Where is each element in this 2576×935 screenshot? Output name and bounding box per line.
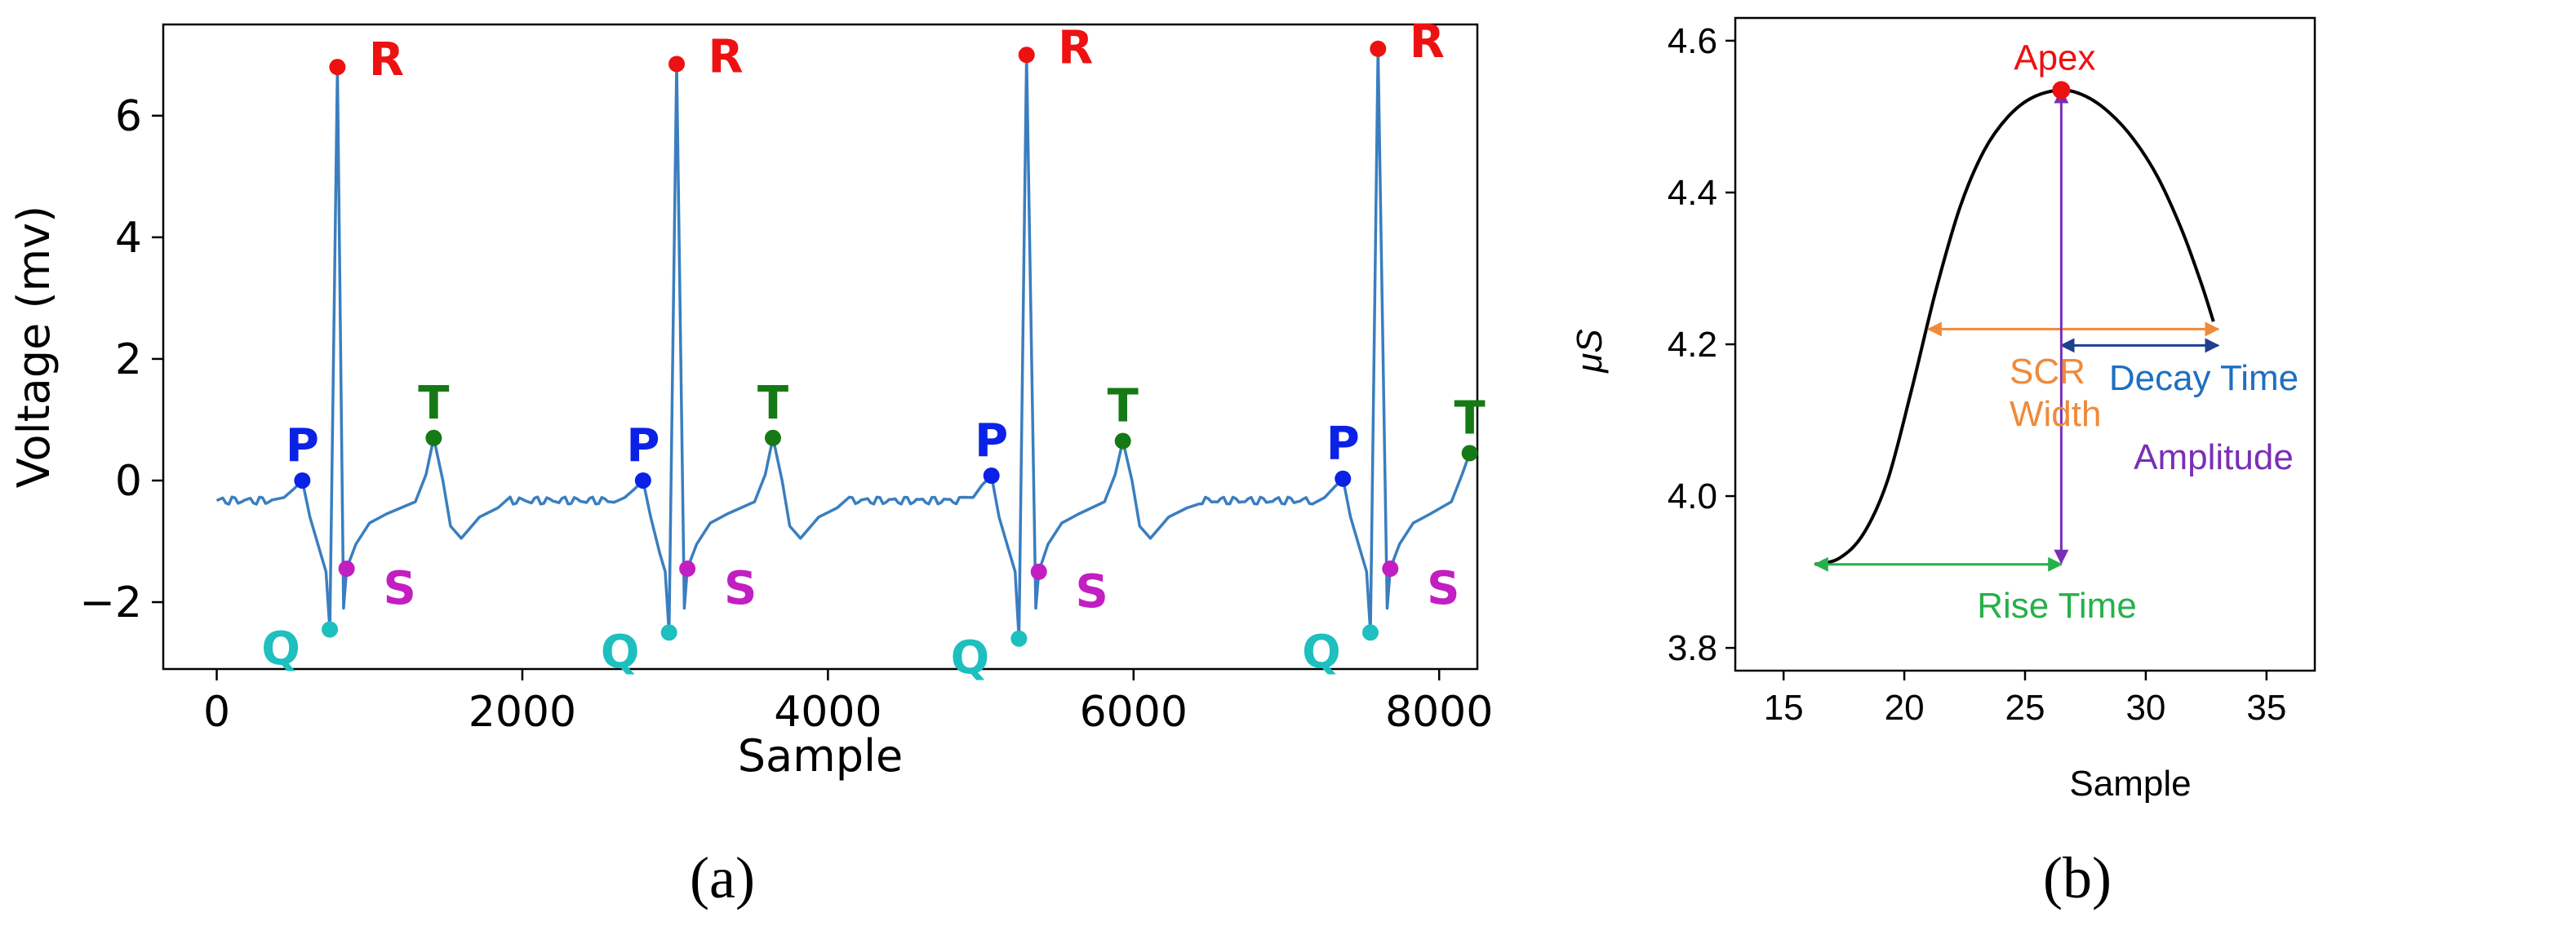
y-tick-label: 4 [115, 214, 142, 263]
x-tick-label: 25 [2005, 688, 2045, 728]
wave-point-p [983, 468, 1000, 484]
y-tick-label: 4.6 [1668, 21, 1717, 61]
ecg-plot-frame [162, 23, 1479, 671]
scr-y-ticks: 3.8 4.0 4.2 4.4 4.6 [1668, 21, 1735, 668]
x-tick-label: 8000 [1385, 688, 1493, 737]
wave-label-s: S [383, 562, 415, 615]
ecg-chart: 0 2000 4000 6000 8000 −2 0 2 4 6 P Q R S T P Q R S T P Q R S T… [8, 16, 1493, 911]
rise-time-label: Rise Time [1977, 586, 2137, 626]
wave-label-r: R [1058, 21, 1093, 74]
wave-label-t: T [1108, 380, 1139, 433]
wave-point-t [1114, 432, 1131, 450]
panel-b-label: (b) [2043, 845, 2112, 911]
ecg-wave-markers: P Q R S T P Q R S T P Q R S T P Q R S T [261, 16, 1485, 685]
x-tick-label: 30 [2125, 688, 2165, 728]
wave-point-s [1382, 561, 1399, 578]
wave-label-p: P [286, 419, 319, 472]
scr-width-label: Width [2010, 394, 2101, 434]
ecg-y-axis-label: Voltage (mv) [8, 206, 60, 488]
wave-point-q [1010, 630, 1028, 647]
wave-point-p [294, 472, 311, 489]
wave-point-r [1370, 40, 1387, 57]
scr-curve [1814, 88, 2215, 566]
scr-chart: 15 20 25 30 35 3.8 4.0 4.2 4.4 4.6 SCRWidthDecay… [1570, 16, 2316, 911]
wave-label-s: S [724, 562, 757, 615]
wave-label-t: T [1455, 392, 1486, 445]
x-tick-label: 6000 [1080, 688, 1188, 737]
y-tick-label: −2 [79, 578, 142, 627]
wave-label-r: R [369, 33, 404, 86]
wave-point-q [1361, 624, 1379, 641]
y-tick-label: 4.2 [1668, 325, 1717, 365]
wave-label-q: Q [1302, 626, 1341, 679]
wave-label-t: T [418, 377, 449, 430]
scr-x-axis-label: Sample [2069, 764, 2191, 804]
wave-label-s: S [1427, 562, 1459, 615]
y-tick-label: 6 [115, 92, 142, 141]
y-tick-label: 2 [115, 335, 142, 384]
wave-label-s: S [1076, 565, 1108, 618]
x-tick-label: 35 [2246, 688, 2286, 728]
y-tick-label: 0 [115, 457, 142, 506]
wave-point-t [425, 429, 442, 446]
wave-point-q [660, 624, 677, 641]
y-tick-label: 3.8 [1668, 628, 1717, 668]
x-tick-label: 20 [1885, 688, 1925, 728]
x-tick-label: 4000 [774, 688, 882, 737]
x-tick-label: 2000 [469, 688, 576, 737]
wave-label-q: Q [951, 632, 990, 685]
wave-label-r: R [708, 30, 743, 83]
wave-label-p: P [975, 414, 1008, 468]
wave-point-t [764, 429, 781, 446]
x-tick-label: 15 [1764, 688, 1804, 728]
wave-point-r [668, 55, 686, 73]
wave-point-q [322, 621, 339, 638]
wave-point-p [1335, 470, 1352, 487]
panel-a-label: (a) [690, 845, 755, 911]
y-tick-label: 4.0 [1668, 476, 1717, 516]
scr-x-ticks: 15 20 25 30 35 [1764, 671, 2286, 728]
ecg-x-axis-label: Sample [738, 730, 903, 782]
wave-point-t [1461, 445, 1478, 462]
x-tick-label: 0 [203, 688, 230, 737]
wave-label-q: Q [261, 623, 300, 676]
ecg-trace [215, 47, 1472, 640]
apex-point [2052, 81, 2071, 100]
wave-point-r [1018, 47, 1035, 64]
scr-plot-frame [1734, 16, 2316, 672]
wave-point-s [1030, 563, 1047, 580]
apex-label: Apex [2014, 38, 2095, 78]
amplitude-label: Amplitude [2134, 437, 2294, 477]
ecg-x-ticks: 0 2000 4000 6000 8000 [203, 669, 1493, 737]
wave-point-s [679, 561, 696, 578]
decay-time-label: Decay Time [2109, 358, 2298, 398]
y-tick-label: 4.4 [1668, 173, 1717, 213]
wave-label-t: T [757, 377, 788, 430]
ecg-y-ticks: −2 0 2 4 6 [79, 92, 163, 627]
wave-point-r [329, 59, 346, 76]
wave-label-r: R [1410, 16, 1445, 69]
wave-label-q: Q [601, 626, 640, 679]
wave-point-s [338, 561, 355, 578]
scr-width-label: SCR [2010, 352, 2085, 392]
wave-label-p: P [626, 419, 660, 472]
scr-y-axis-label: μS [1570, 329, 1610, 373]
wave-label-p: P [1326, 418, 1360, 471]
wave-point-p [634, 472, 651, 489]
